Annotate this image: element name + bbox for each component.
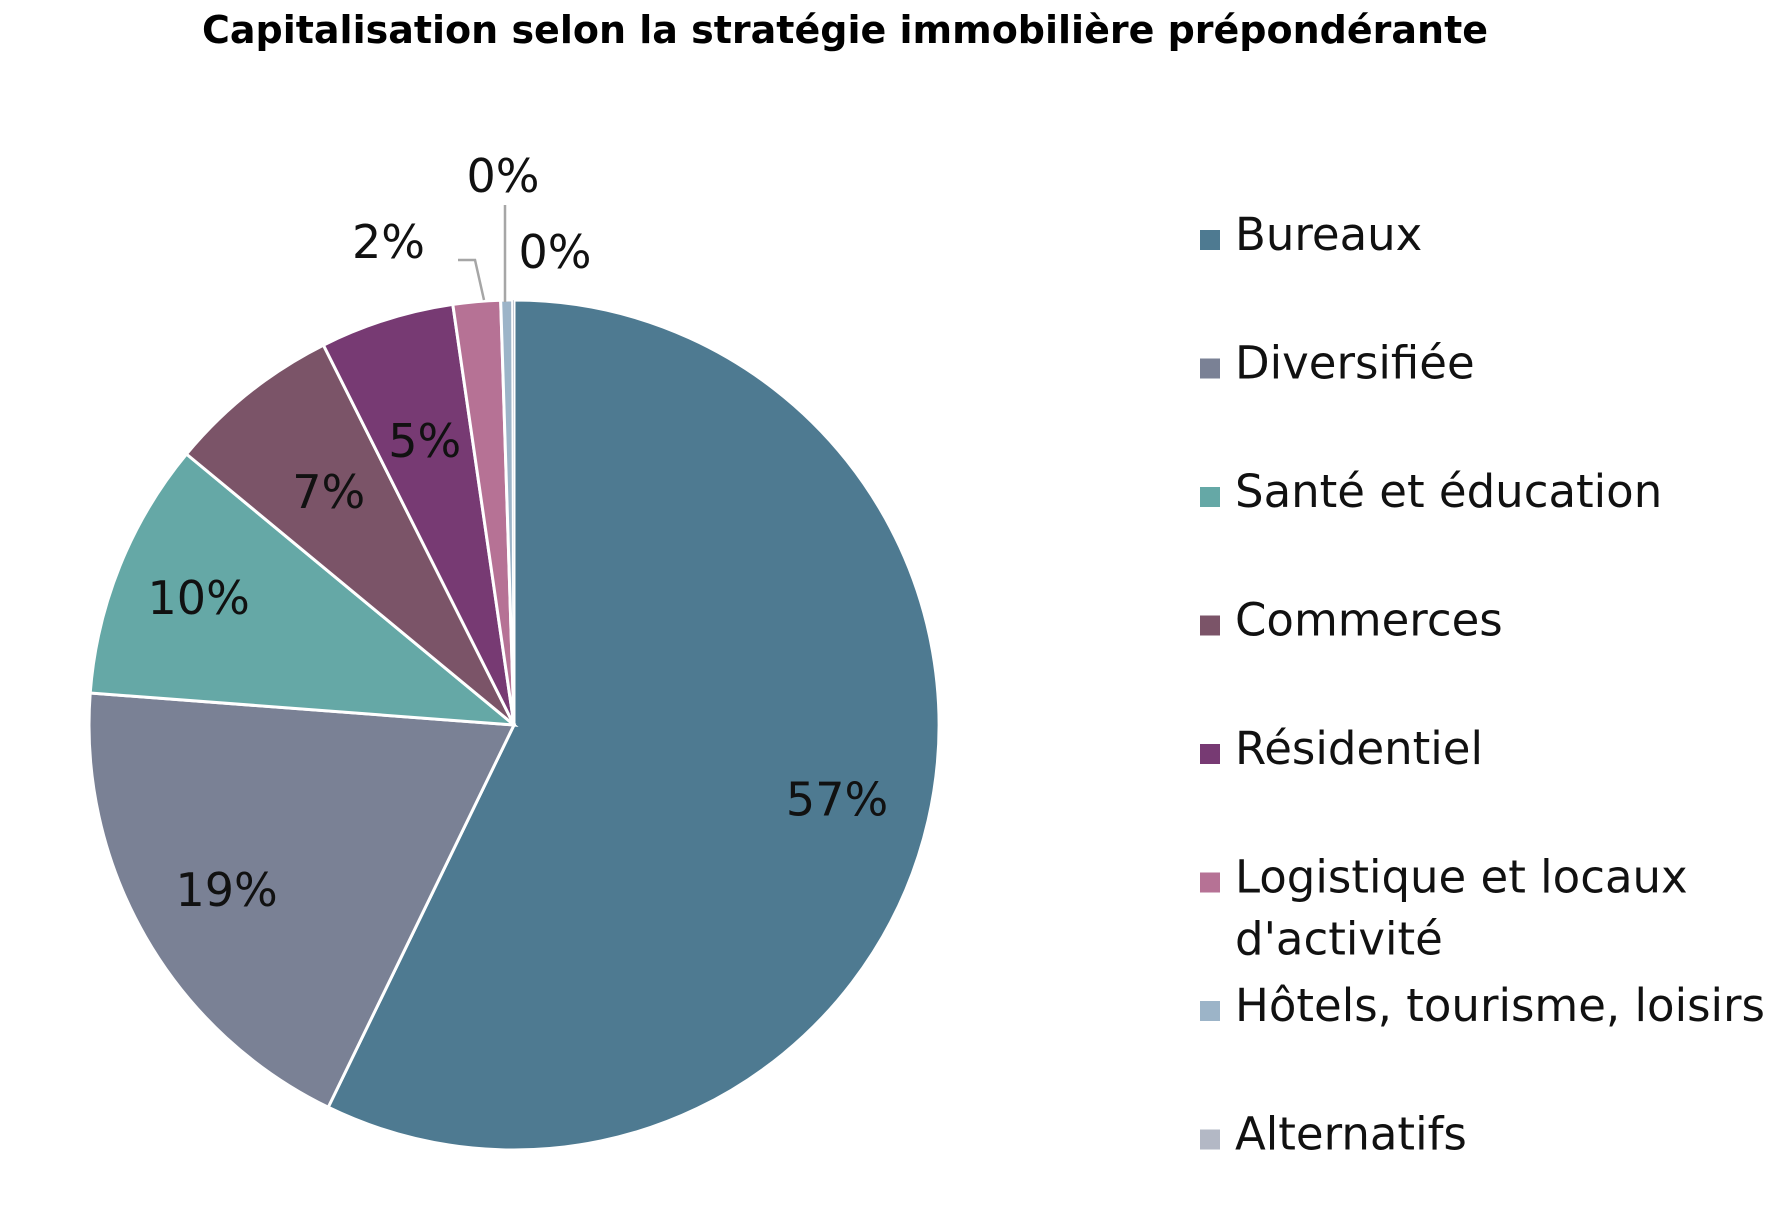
leader-line-logistique-et-locaux-d-activite xyxy=(458,258,486,301)
legend-label: Hôtels, tourisme, loisirs xyxy=(1235,979,1765,1032)
pie-slice-alternatifs xyxy=(512,299,515,726)
data-label-residentiel: 5% xyxy=(388,414,461,468)
legend-swatch xyxy=(1200,487,1220,507)
legend-label: Diversifiée xyxy=(1235,337,1475,390)
data-label-sante-et-education: 10% xyxy=(148,571,250,625)
legend-label: Logistique et locaux d'activité xyxy=(1235,851,1688,966)
data-label-diversifiee: 19% xyxy=(175,863,277,917)
legend-swatch xyxy=(1200,1129,1220,1150)
legend-swatch xyxy=(1200,615,1220,636)
pie-slice-commerces xyxy=(184,343,516,727)
legend-swatch xyxy=(1200,1001,1220,1021)
legend-label: Santé et éducation xyxy=(1235,465,1662,518)
legend-label: Bureaux xyxy=(1235,208,1422,261)
legend-swatch xyxy=(1200,230,1220,250)
legend-item-commerces: Commerces xyxy=(1200,594,1503,647)
legend-item-alternatifs: Alternatifs xyxy=(1200,1108,1467,1161)
pie-slice-bureaux xyxy=(326,298,941,1152)
data-label-bureaux: 57% xyxy=(786,772,888,826)
legend-item-residentiel: Résidentiel xyxy=(1200,722,1483,775)
pie-slice-sante-et-education xyxy=(88,451,519,727)
pie-slice-diversifiee xyxy=(87,691,517,1110)
legend-label: Commerces xyxy=(1235,594,1503,647)
legend-item-logistique-et-locaux-d-activite: Logistique et locaux d'activité xyxy=(1200,851,1688,966)
legend-item-diversifiee: Diversifiée xyxy=(1200,337,1475,390)
legend-swatch xyxy=(1200,744,1220,764)
pie-slices xyxy=(87,298,941,1152)
legend-label: Résidentiel xyxy=(1235,722,1483,775)
data-label-hotels-tourisme-loisirs: 0% xyxy=(467,149,540,203)
data-labels: 57% 19% 10% 7% 5% 2% 0% 0% xyxy=(148,149,889,917)
data-label-commerces: 7% xyxy=(292,465,365,519)
chart-title: Capitalisation selon la stratégie immobi… xyxy=(202,8,1488,52)
data-label-logistique-et-locaux-d-activite: 2% xyxy=(352,215,425,269)
legend-swatch xyxy=(1200,872,1220,893)
legend-item-hotels-tourisme-loisirs: Hôtels, tourisme, loisirs xyxy=(1200,979,1765,1032)
leader-lines xyxy=(458,205,507,302)
legend-item-sante-et-education: Santé et éducation xyxy=(1200,465,1662,518)
legend-swatch xyxy=(1200,358,1220,379)
legend-item-bureaux: Bureaux xyxy=(1200,208,1422,261)
legend-label: Alternatifs xyxy=(1235,1108,1467,1161)
data-label-alternatifs: 0% xyxy=(519,225,592,279)
legend: Bureaux Diversifiée Santé et éducation Comm… xyxy=(1200,208,1765,1161)
